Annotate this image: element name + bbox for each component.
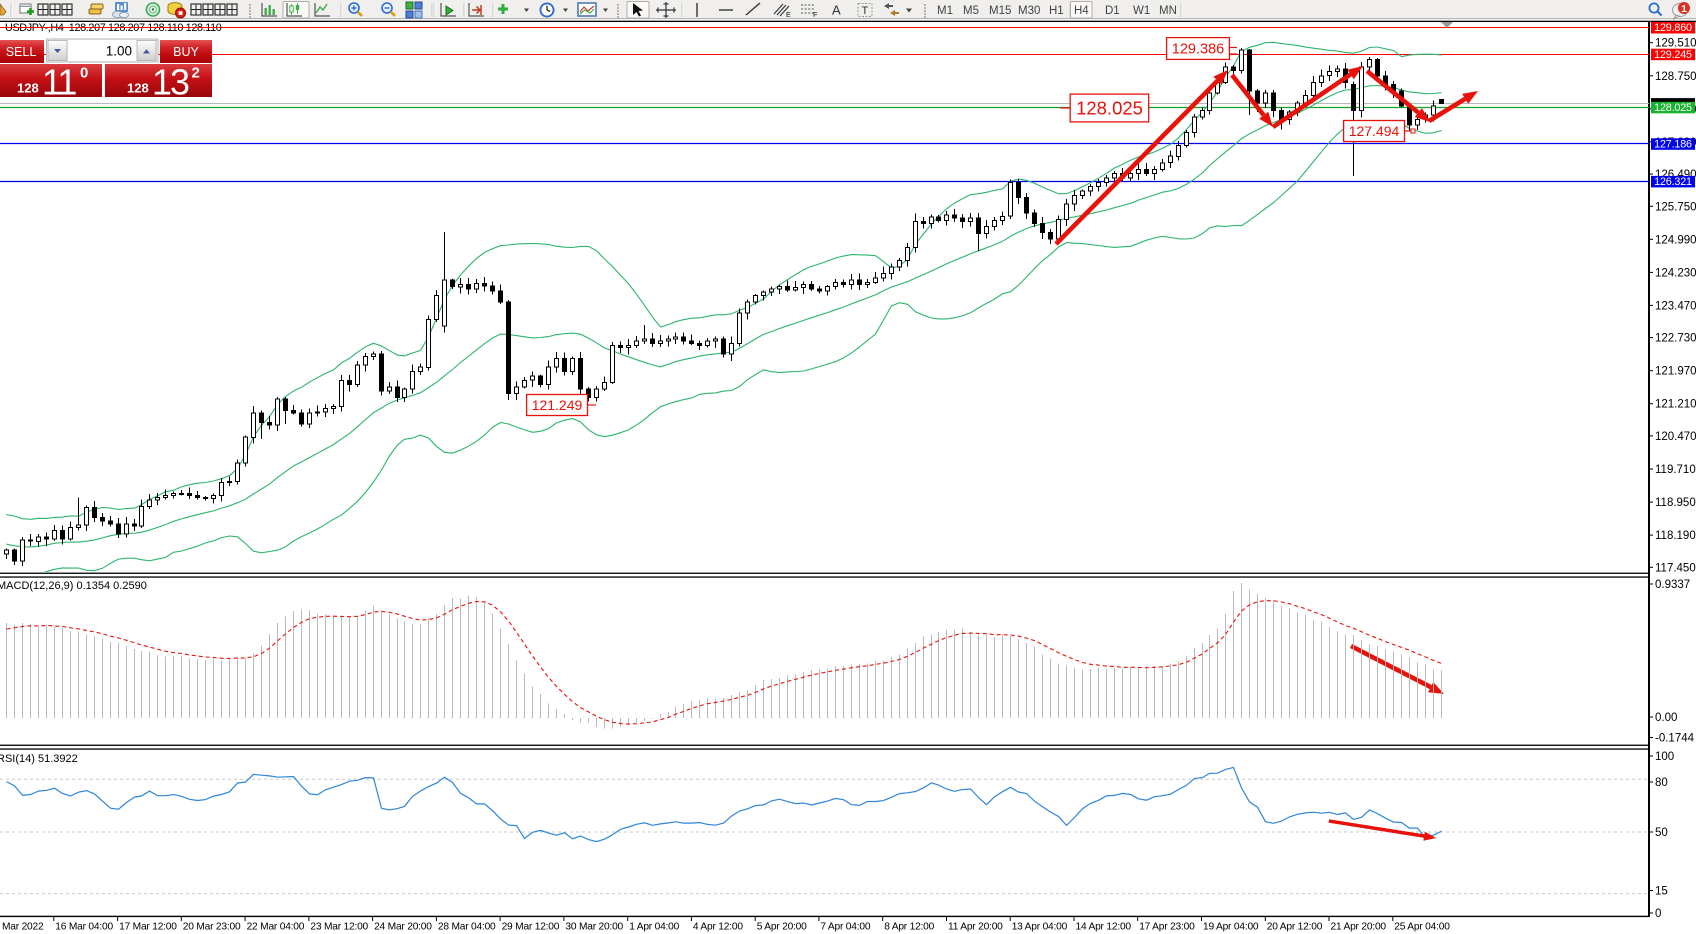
svg-text:127.186: 127.186 [1654,139,1692,151]
svg-text:124.990: 124.990 [1655,234,1696,246]
svg-text:23 Mar 12:00: 23 Mar 12:00 [310,922,368,933]
svg-text:118.190: 118.190 [1655,530,1696,542]
svg-text:28 Mar 04:00: 28 Mar 04:00 [438,922,496,933]
svg-text:0.00: 0.00 [1655,712,1677,724]
svg-text:RSI(14) 51.3922: RSI(14) 51.3922 [0,753,78,765]
svg-text:1.00: 1.00 [106,44,132,59]
svg-text:29 Mar 12:00: 29 Mar 12:00 [502,922,560,933]
svg-text:22 Mar 04:00: 22 Mar 04:00 [247,922,305,933]
svg-text:4 Apr 12:00: 4 Apr 12:00 [693,922,743,933]
svg-text:1 Apr 04:00: 1 Apr 04:00 [629,922,679,933]
svg-text:121.970: 121.970 [1655,366,1696,378]
svg-text:128.025: 128.025 [1076,98,1143,119]
svg-text:E: E [786,12,791,19]
svg-text:20 Mar 23:00: 20 Mar 23:00 [183,922,241,933]
svg-text:1: 1 [1681,3,1687,15]
svg-text:128.750: 128.750 [1655,71,1696,83]
svg-text:21 Apr 20:00: 21 Apr 20:00 [1331,922,1387,933]
svg-text:25 Apr 04:00: 25 Apr 04:00 [1394,922,1450,933]
svg-text:2: 2 [192,65,200,82]
svg-text:128: 128 [17,81,39,96]
svg-text:14 Apr 12:00: 14 Apr 12:00 [1076,922,1132,933]
svg-text:F: F [813,12,817,19]
svg-text:121.249: 121.249 [532,397,583,413]
svg-text:120.470: 120.470 [1655,431,1696,443]
svg-text:M15: M15 [989,5,1011,17]
svg-text:SELL: SELL [6,45,37,59]
svg-text:17 Mar 12:00: 17 Mar 12:00 [119,922,177,933]
svg-text:H1: H1 [1049,5,1064,17]
svg-text:50: 50 [1655,827,1668,839]
svg-text:H4: H4 [1074,5,1089,17]
svg-text:W1: W1 [1133,5,1150,17]
svg-text:M30: M30 [1018,5,1040,17]
svg-text:17 Apr 23:00: 17 Apr 23:00 [1139,922,1195,933]
svg-text:15: 15 [1655,886,1668,898]
svg-text:119.710: 119.710 [1655,464,1696,476]
svg-text:11 Apr 20:00: 11 Apr 20:00 [948,922,1003,933]
svg-text:MACD(12,26,9) 0.1354 0.2590: MACD(12,26,9) 0.1354 0.2590 [0,580,147,592]
svg-text:129.386: 129.386 [1172,42,1224,58]
svg-text:M1: M1 [937,5,953,17]
svg-text:A: A [832,3,841,18]
svg-text:128: 128 [127,81,149,96]
svg-text:MN: MN [1159,5,1177,17]
svg-text:7 Apr 04:00: 7 Apr 04:00 [820,922,870,933]
svg-text:0.9337: 0.9337 [1655,579,1690,591]
svg-text:13: 13 [152,62,189,103]
svg-text:T: T [862,5,869,17]
svg-text:M5: M5 [963,5,979,17]
svg-text:16 Mar 04:00: 16 Mar 04:00 [55,922,113,933]
svg-text:129.510: 129.510 [1655,38,1696,50]
svg-text:BUY: BUY [173,45,199,59]
svg-text:100: 100 [1655,751,1674,763]
svg-text:127.494: 127.494 [1349,123,1400,139]
svg-text:8 Apr 12:00: 8 Apr 12:00 [884,922,934,933]
svg-text:0: 0 [1655,908,1661,920]
svg-text:80: 80 [1655,777,1668,789]
svg-text:128.025: 128.025 [1654,102,1692,114]
svg-text:30 Mar 20:00: 30 Mar 20:00 [565,922,623,933]
svg-text:19 Apr 04:00: 19 Apr 04:00 [1203,922,1259,933]
svg-text:124.230: 124.230 [1655,267,1696,279]
svg-text:123.470: 123.470 [1655,300,1696,312]
svg-text:D1: D1 [1105,5,1120,17]
svg-text:122.730: 122.730 [1655,333,1696,345]
svg-text:11: 11 [42,62,76,103]
svg-text:20 Apr 12:00: 20 Apr 12:00 [1267,922,1323,933]
svg-text:Mar 2022: Mar 2022 [2,922,44,933]
svg-text:125.750: 125.750 [1655,201,1696,213]
svg-text:126.321: 126.321 [1654,176,1692,188]
svg-text:-0.1744: -0.1744 [1655,733,1695,745]
svg-text:117.450: 117.450 [1655,562,1696,574]
svg-text:121.210: 121.210 [1655,399,1696,411]
svg-text:129.860: 129.860 [1654,22,1692,34]
svg-text:118.950: 118.950 [1655,497,1696,509]
svg-text:0: 0 [80,65,88,82]
svg-text:129.245: 129.245 [1654,49,1692,61]
svg-text:13 Apr 04:00: 13 Apr 04:00 [1012,922,1068,933]
svg-text:24 Mar 20:00: 24 Mar 20:00 [374,922,432,933]
svg-text:5 Apr 20:00: 5 Apr 20:00 [757,922,807,933]
